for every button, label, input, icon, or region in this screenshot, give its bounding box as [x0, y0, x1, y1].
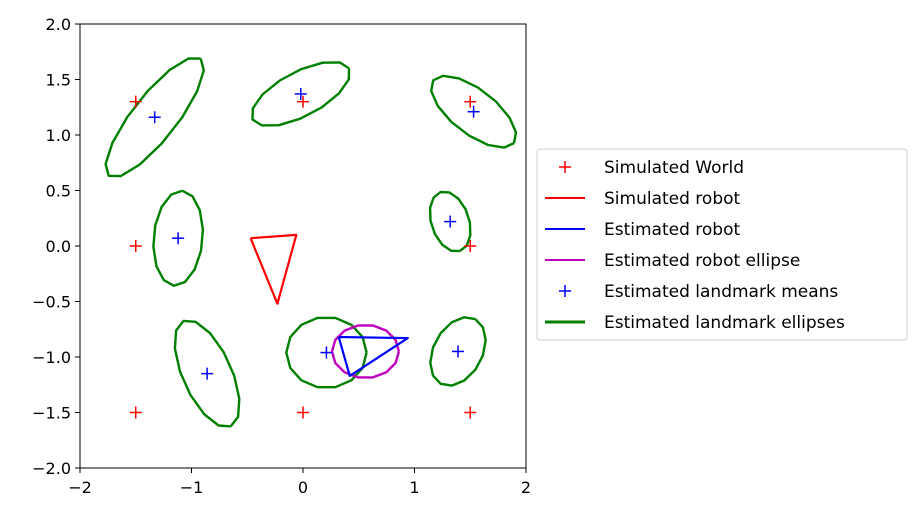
- series-estimated-robot: [337, 335, 409, 377]
- simulated-world-point-8: [464, 406, 477, 419]
- legend-item-estimated-landmark-ellipses: Estimated landmark ellipses: [545, 313, 845, 333]
- x-tick-label: 0: [298, 478, 308, 497]
- legend-item-estimated-robot: Estimated robot: [545, 220, 740, 240]
- series-estimated-robot-ellipse: [330, 324, 401, 379]
- series-simulated-robot: [249, 233, 298, 305]
- x-tick-label: 2: [521, 478, 531, 497]
- simulated-world-point-6: [129, 406, 142, 419]
- simulated-world-point-2: [297, 95, 309, 108]
- simulated-world-point-3: [464, 95, 477, 108]
- legend-swatch-simulated-world: [559, 161, 571, 173]
- legend-box: [536, 148, 908, 341]
- estimated-landmark-means-point-7: [320, 346, 333, 359]
- estimated-landmark-means-point-1: [148, 111, 161, 124]
- estimated-landmark-ellipses-3: [430, 74, 518, 149]
- estimated-robot-ellipse-1: [330, 324, 401, 379]
- y-tick-label: −1.0: [32, 348, 71, 367]
- legend-item-estimated-robot-ellipse: Estimated robot ellipse: [545, 251, 800, 271]
- legend-swatch-estimated-landmark-means: [559, 285, 571, 297]
- y-tick-label: 1.5: [46, 71, 71, 90]
- x-tick-label: 1: [409, 478, 419, 497]
- y-tick-label: −1.5: [32, 404, 71, 423]
- estimated-landmark-ellipses-2: [251, 61, 351, 127]
- estimated-landmark-means-point-2: [294, 87, 307, 100]
- estimated-landmark-ellipses-8: [429, 316, 487, 387]
- y-tick-label: −0.5: [32, 293, 71, 312]
- estimated-landmark-ellipses-6: [173, 319, 241, 428]
- y-tick-label: 1.0: [46, 126, 71, 145]
- legend-label: Estimated robot: [604, 220, 740, 240]
- legend: Simulated World Simulated robot Estimated …: [536, 148, 908, 341]
- plot-area: [104, 57, 518, 428]
- estimated-landmark-ellipses-1: [104, 57, 206, 178]
- legend-item-estimated-landmark-means: Estimated landmark means: [559, 282, 838, 302]
- y-tick-label: 0.0: [46, 237, 71, 256]
- axes: −2 −1 0 1 2 −2.0 −1.5 −1.0 −0.5 0.0 0.5 1.0 1.5 2.0: [32, 15, 531, 497]
- estimated-landmark-means-point-3: [467, 105, 480, 118]
- series-estimated-landmark-ellipses: [104, 57, 518, 428]
- estimated-landmark-means-point-8: [451, 345, 464, 358]
- legend-label: Simulated World: [604, 158, 744, 178]
- legend-label: Estimated landmark means: [604, 282, 838, 302]
- legend-item-simulated-world: Simulated World: [559, 158, 744, 178]
- series-estimated-landmark-means: [148, 87, 480, 380]
- legend-label: Simulated robot: [604, 189, 741, 209]
- y-tick-label: 0.5: [46, 182, 71, 201]
- estimated-landmark-means-point-5: [444, 215, 457, 228]
- legend-label: Estimated robot ellipse: [604, 251, 800, 271]
- estimated-landmark-means-point-6: [201, 367, 214, 380]
- y-tick-label: −2.0: [32, 459, 71, 478]
- legend-item-simulated-robot: Simulated robot: [545, 189, 741, 209]
- estimated-landmark-ellipses-7: [285, 316, 368, 389]
- series-simulated-world: [129, 95, 477, 419]
- simulated-world-point-4: [129, 240, 142, 252]
- estimated-landmark-ellipses-5: [428, 190, 472, 253]
- x-tick-label: −1: [180, 478, 204, 497]
- simulated-robot-shape: [249, 233, 298, 305]
- estimated-robot-shape: [337, 335, 409, 377]
- simulated-world-point-1: [129, 95, 142, 108]
- simulated-world-point-5: [464, 240, 477, 252]
- estimated-landmark-means-point-4: [172, 232, 185, 245]
- estimated-landmark-ellipses-4: [152, 189, 205, 287]
- simulated-world-point-7: [297, 406, 309, 419]
- plot-content: [104, 57, 518, 428]
- y-tick-label: 2.0: [46, 15, 71, 34]
- legend-label: Estimated landmark ellipses: [604, 313, 845, 333]
- x-tick-label: −2: [68, 478, 92, 497]
